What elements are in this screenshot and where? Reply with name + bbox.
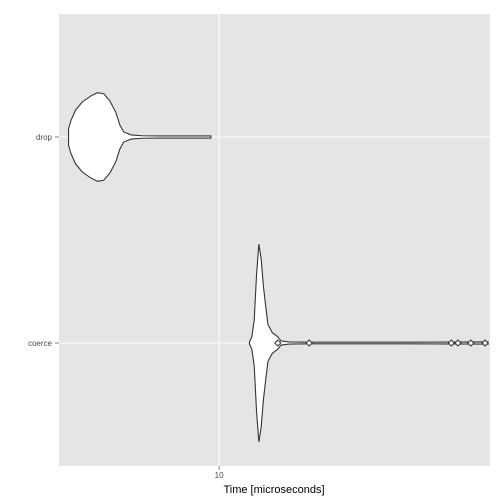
outlier-point-coerce-0	[274, 339, 282, 347]
outlier-point-coerce-3	[454, 339, 462, 347]
violin-coerce	[248, 244, 489, 442]
outlier-point-coerce-5	[481, 339, 489, 347]
x-tick-label-0: 10	[215, 471, 224, 480]
plot-panel	[59, 14, 490, 466]
outlier-point-coerce-4	[467, 339, 475, 347]
violin-drop	[68, 92, 212, 182]
y-tick-label-drop: drop	[36, 133, 53, 142]
outlier-point-coerce-1	[305, 339, 313, 347]
y-tick-label-coerce: coerce	[28, 339, 53, 348]
x-axis-title: Time [microseconds]	[223, 484, 324, 496]
violins	[68, 92, 489, 442]
axis-ticks: drop coerce 10	[28, 133, 224, 480]
